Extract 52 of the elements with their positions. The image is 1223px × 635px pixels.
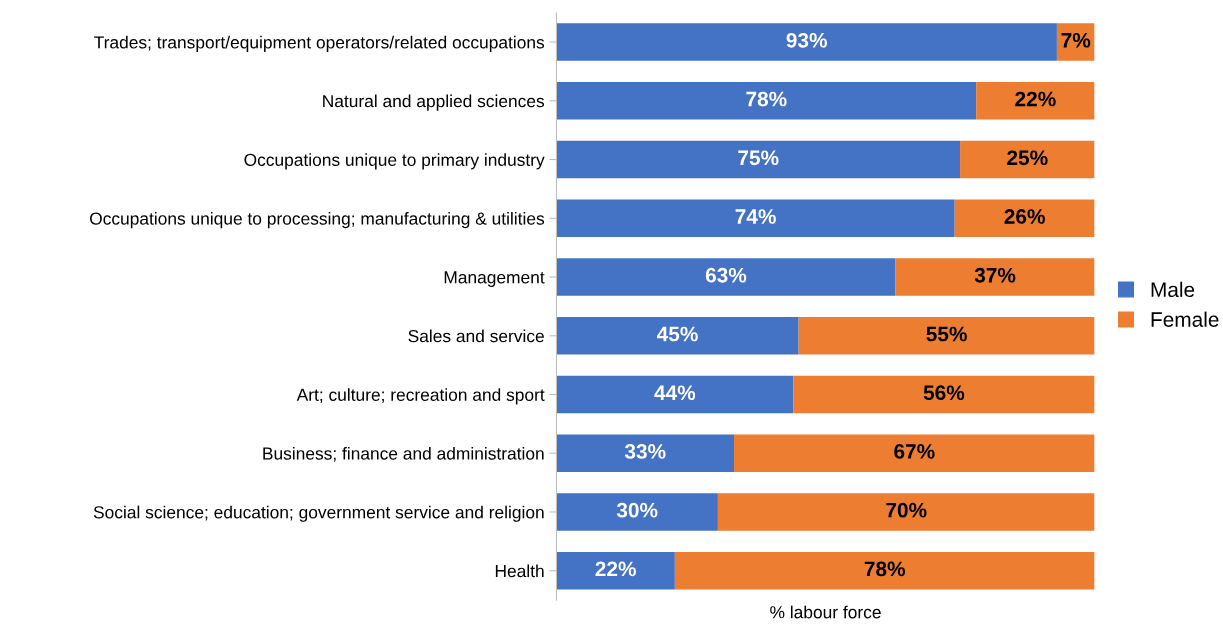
data-label: 93% <box>786 32 827 48</box>
data-label: 44% <box>654 385 696 401</box>
data-label: 75% <box>738 150 779 166</box>
x-axis-title: % labour force <box>770 605 881 619</box>
bar <box>556 551 675 590</box>
bar <box>717 493 1095 531</box>
bar <box>556 493 718 531</box>
bar <box>954 199 1095 238</box>
bar <box>960 140 1095 179</box>
bar <box>556 316 799 355</box>
y-tick-label: Occupations unique to processing; manufacturing & utilities <box>90 211 545 229</box>
bar <box>556 375 794 414</box>
data-label: 37% <box>974 267 1016 283</box>
legend-label: Male <box>1151 281 1195 298</box>
bar <box>556 82 977 120</box>
data-label: 22% <box>595 561 636 577</box>
y-tick-label: Art; culture; recreation and sport <box>296 388 545 405</box>
bar <box>798 316 1095 355</box>
data-label: 67% <box>894 444 935 459</box>
y-tick-label: Trades; transport/equipment operators/related occupations <box>94 35 545 52</box>
y-tick-label: Health <box>495 564 544 578</box>
bar <box>734 434 1095 473</box>
data-label: 33% <box>624 444 666 459</box>
data-label: 55% <box>926 326 967 342</box>
data-label: 7% <box>1061 32 1091 48</box>
data-label: 63% <box>705 267 747 283</box>
data-label: 45% <box>657 326 698 342</box>
data-label: 26% <box>1004 209 1045 224</box>
data-label: 22% <box>1015 91 1056 107</box>
legend-label: Female <box>1151 311 1219 327</box>
y-tick-label: Business; finance and administration <box>263 446 544 462</box>
bar <box>793 375 1095 414</box>
bar <box>556 140 961 179</box>
bar <box>895 258 1095 296</box>
bar <box>556 199 955 238</box>
y-tick-label: Sales and service <box>408 329 544 343</box>
y-tick-label: Occupations unique to primary industry <box>244 153 545 170</box>
data-label: 25% <box>1007 150 1048 166</box>
data-label: 78% <box>746 91 787 107</box>
y-tick-label: Management <box>444 271 545 287</box>
y-tick-label: Social science; education; government service and religion <box>93 505 544 522</box>
data-label: 30% <box>616 502 658 518</box>
data-label: 78% <box>864 561 906 577</box>
bar <box>674 551 1095 590</box>
data-label: 74% <box>735 209 776 224</box>
bar <box>556 258 896 296</box>
bar <box>556 434 735 473</box>
data-label: 56% <box>923 385 965 401</box>
bar <box>556 23 1057 61</box>
y-tick-label: Natural and applied sciences <box>323 94 545 111</box>
data-label: 70% <box>886 502 927 518</box>
bar <box>976 82 1095 120</box>
